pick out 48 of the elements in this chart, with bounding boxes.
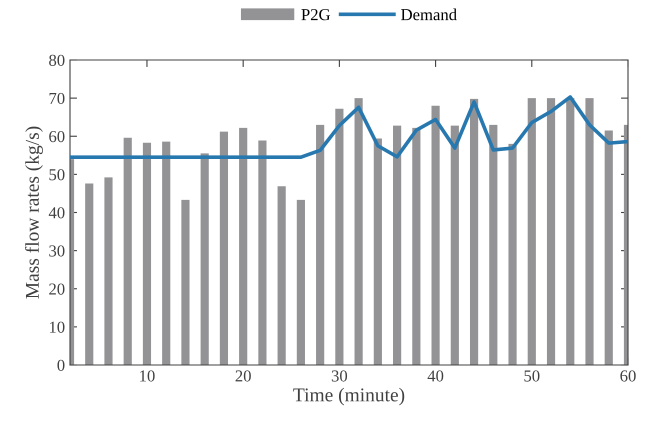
y-tick-label: 60 [49, 130, 65, 142]
bar [220, 132, 228, 365]
bar [585, 98, 594, 365]
bar [104, 177, 113, 365]
y-tick-label: 0 [57, 360, 65, 371]
bar [124, 138, 132, 365]
bar [200, 153, 209, 365]
y-tick-label: 70 [50, 92, 65, 104]
y-tick-label: 10 [50, 322, 65, 333]
x-tick-label: 50 [524, 370, 540, 382]
bar [142, 142, 152, 365]
y-tick-label: 40 [48, 207, 65, 218]
bar [470, 98, 478, 365]
x-tick-label: 30 [332, 370, 348, 382]
bar [162, 142, 170, 365]
legend-label: P2G [301, 9, 330, 20]
bar [316, 124, 324, 365]
bar [85, 184, 94, 365]
bar [566, 98, 574, 365]
legend-label: Demand [401, 8, 457, 20]
bar [546, 98, 556, 365]
y-tick-label: 20 [49, 283, 65, 295]
bar [374, 138, 382, 365]
x-tick-label: 40 [428, 370, 444, 382]
bar [278, 186, 286, 365]
bar [258, 140, 267, 365]
y-tick-label: 30 [49, 245, 65, 257]
bar [296, 200, 305, 365]
bar [450, 126, 459, 365]
x-tick-label: 20 [236, 370, 251, 382]
bar [354, 98, 363, 365]
bar [489, 124, 498, 365]
x-axis-title: Time (minute) [293, 388, 404, 406]
bar [239, 128, 248, 365]
bar [604, 130, 613, 365]
bar [412, 128, 420, 365]
y-axis-title: Mass flow rates (kg/s) [25, 126, 43, 299]
bar [431, 106, 440, 365]
line-series [70, 95, 628, 160]
bar [528, 98, 536, 365]
y-tick-label: 80 [49, 54, 65, 66]
y-tick-label: 50 [49, 169, 65, 180]
bar [181, 200, 190, 365]
bar [335, 108, 344, 365]
bar [393, 126, 402, 365]
x-tick-label: 60 [620, 370, 636, 382]
bar [508, 144, 517, 365]
x-tick-label: 10 [140, 370, 155, 382]
